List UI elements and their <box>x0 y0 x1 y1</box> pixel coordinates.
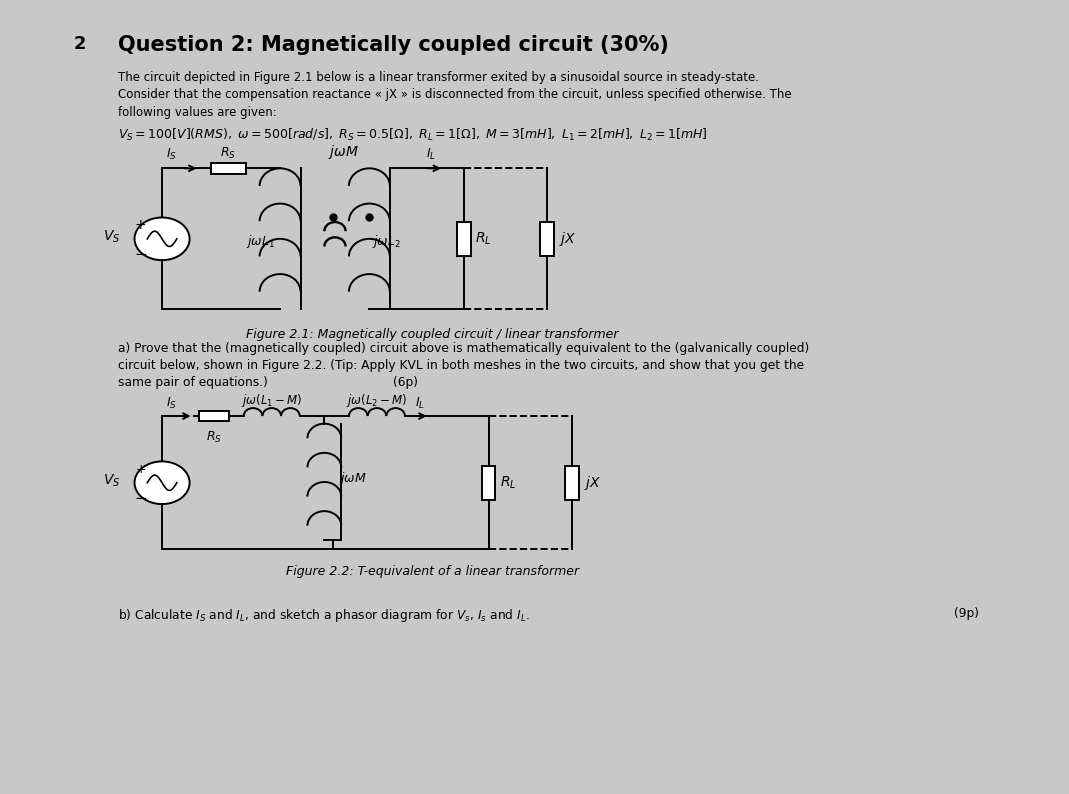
Text: $R_L$: $R_L$ <box>476 230 492 247</box>
Text: $I_S$: $I_S$ <box>167 395 177 410</box>
Text: $j\omega M$: $j\omega M$ <box>339 470 367 488</box>
Bar <box>200 411 229 421</box>
Text: $I_S$: $I_S$ <box>167 147 177 162</box>
Text: (6p): (6p) <box>393 376 418 388</box>
Text: $V_S$: $V_S$ <box>104 472 121 488</box>
Text: same pair of equations.): same pair of equations.) <box>118 376 267 388</box>
Text: $R_L$: $R_L$ <box>500 475 517 491</box>
Text: Figure 2.2: T-equivalent of a linear transformer: Figure 2.2: T-equivalent of a linear tra… <box>285 565 579 578</box>
Text: $j\omega L_1$: $j\omega L_1$ <box>246 233 275 249</box>
Bar <box>456 222 470 256</box>
Text: $I_L$: $I_L$ <box>415 395 424 410</box>
Circle shape <box>135 218 189 260</box>
Text: circuit below, shown in Figure 2.2. (Tip: Apply KVL in both meshes in the two ci: circuit below, shown in Figure 2.2. (Tip… <box>118 359 804 372</box>
Bar <box>566 465 579 500</box>
Text: +: + <box>135 218 146 232</box>
Text: Consider that the compensation reactance « jX » is disconnected from the circuit: Consider that the compensation reactance… <box>118 88 791 102</box>
Text: b) Calculate $I_S$ and $I_L$, and sketch a phasor diagram for $V_s$, $I_s$ and $: b) Calculate $I_S$ and $I_L$, and sketch… <box>118 607 529 623</box>
Text: $j\omega L_2$: $j\omega L_2$ <box>372 233 401 249</box>
Text: a) Prove that the (magnetically coupled) circuit above is mathematically equival: a) Prove that the (magnetically coupled)… <box>118 342 809 355</box>
Text: $j\omega M$: $j\omega M$ <box>327 143 358 160</box>
Text: 2: 2 <box>74 35 86 53</box>
Bar <box>482 465 495 500</box>
Bar <box>212 163 246 174</box>
Text: $V_S$: $V_S$ <box>104 229 121 245</box>
Text: The circuit depicted in Figure 2.1 below is a linear transformer exited by a sin: The circuit depicted in Figure 2.1 below… <box>118 71 759 83</box>
Text: $-$: $-$ <box>134 489 148 504</box>
Text: (9p): (9p) <box>954 607 979 619</box>
Text: $R_S$: $R_S$ <box>220 145 236 160</box>
Text: Figure 2.1: Magnetically coupled circuit / linear transformer: Figure 2.1: Magnetically coupled circuit… <box>246 329 619 341</box>
Text: $+$: $+$ <box>135 463 146 476</box>
Text: $R_S$: $R_S$ <box>206 430 222 445</box>
Text: $jX$: $jX$ <box>559 229 576 248</box>
Text: Question 2: Magnetically coupled circuit (30%): Question 2: Magnetically coupled circuit… <box>118 35 669 55</box>
Text: $I_L$: $I_L$ <box>427 147 436 162</box>
Bar <box>540 222 554 256</box>
Circle shape <box>135 461 189 504</box>
Text: $V_S = 100[V](RMS),\ \omega = 500[rad/s],\ R_S = 0.5[\Omega],\ R_L = 1[\Omega],\: $V_S = 100[V](RMS),\ \omega = 500[rad/s]… <box>118 126 708 142</box>
Text: $-$: $-$ <box>134 245 148 260</box>
Text: $jX$: $jX$ <box>584 474 601 491</box>
Text: $j\omega(L_1-M)$: $j\omega(L_1-M)$ <box>242 392 303 409</box>
Text: $j\omega(L_2-M)$: $j\omega(L_2-M)$ <box>346 392 407 409</box>
Text: following values are given:: following values are given: <box>118 106 277 119</box>
